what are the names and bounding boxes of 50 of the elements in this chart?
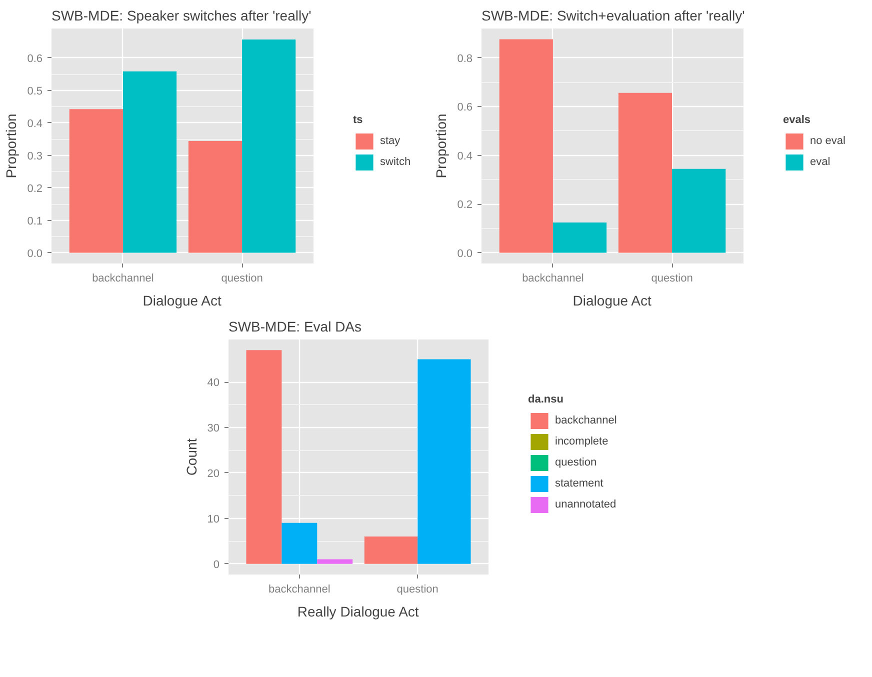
legend-label: no eval [810,134,846,148]
y-tick-label: 0.3 [27,150,43,162]
chart-title: SWB-MDE: Speaker switches after 'really' [52,8,312,24]
y-tick-label: 10 [207,513,220,526]
legend-label: unannotated [555,497,616,512]
legend-title: evals [783,114,812,126]
x-axis-title: Dialogue Act [142,292,222,308]
y-tick-label: 0.0 [27,248,43,260]
bar [122,71,177,253]
y-tick-label: 30 [207,422,220,434]
y-tick-label: 0.8 [457,52,473,65]
bar [672,168,726,253]
bar [618,92,672,253]
x-tick-label: question [221,272,263,284]
bar [69,109,123,253]
y-tick-label: 0.5 [27,85,43,98]
y-tick-label: 0.6 [27,52,43,65]
chart-title: SWB-MDE: Switch+evaluation after 'really' [482,8,745,24]
legend-title: da.nsu [528,393,564,405]
y-tick-label: 0.0 [457,248,473,260]
legend-label: backchannel [555,413,617,428]
legend-label: switch [380,154,412,170]
y-axis-title: Count [183,438,200,476]
x-axis-title: Really Dialogue Act [297,604,419,620]
legend-label: stay [380,134,402,148]
x-tick-label: question [651,272,693,284]
y-tick-label: 20 [207,468,220,480]
chart-title: SWB-MDE: Eval DAs [228,318,362,334]
y-tick-label: 0.2 [27,182,43,195]
y-tick-label: 0.4 [27,118,43,130]
x-tick-label: backchannel [92,272,154,284]
bar [188,140,242,253]
x-tick-label: backchannel [522,272,584,284]
legend-label: statement [555,476,604,491]
y-axis-title: Proportion [433,114,450,178]
bar [499,39,553,253]
y-tick-label: 0.4 [457,150,473,162]
legend-label: incomplete [555,434,608,449]
legend-title: ts [353,114,364,126]
y-tick-label: 40 [207,377,220,389]
legend-label: question [555,455,597,470]
y-tick-label: 0.1 [27,215,43,228]
legend-label: eval [810,154,832,170]
y-tick-label: 0.2 [457,199,473,212]
y-tick-label: 0.6 [457,102,473,114]
bar [242,40,296,253]
x-axis-title: Dialogue Act [572,292,652,308]
y-tick-label: 0 [213,558,220,571]
y-axis-title: Proportion [3,114,20,178]
bar [552,222,607,253]
